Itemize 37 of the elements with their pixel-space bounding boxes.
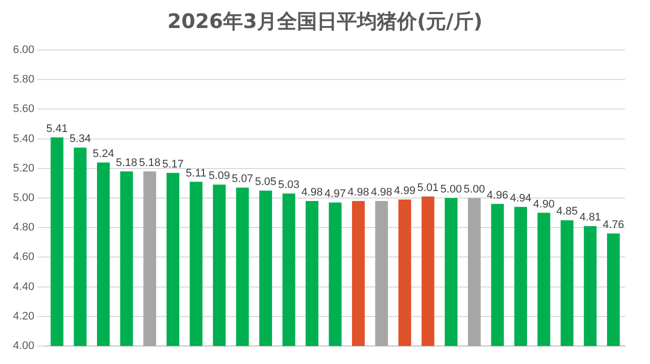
y-tick-label: 4.20 bbox=[12, 310, 34, 322]
data-label: 5.03 bbox=[278, 179, 300, 192]
y-tick-label: 5.40 bbox=[12, 132, 34, 145]
data-label: 4.85 bbox=[556, 206, 578, 218]
chart-title: 2026年3月全国日平均猪价(元/斤) bbox=[166, 8, 484, 35]
y-tick-label: 5.00 bbox=[12, 192, 34, 204]
y-tick-label: 4.80 bbox=[12, 222, 34, 234]
data-label: 5.18 bbox=[139, 156, 160, 169]
data-label: 5.24 bbox=[92, 148, 114, 160]
data-label: 5.01 bbox=[417, 182, 439, 194]
data-label: 5.41 bbox=[46, 122, 68, 135]
data-label: 4.99 bbox=[394, 185, 416, 198]
data-label: 5.05 bbox=[254, 176, 276, 188]
data-label: 4.98 bbox=[301, 186, 323, 198]
data-label: 5.00 bbox=[440, 184, 462, 196]
y-tick-label: 5.60 bbox=[12, 103, 34, 116]
y-tick-label: 6.00 bbox=[12, 44, 34, 56]
data-label: 5.00 bbox=[464, 184, 486, 196]
y-tick-label: 5.20 bbox=[12, 162, 34, 174]
data-label: 4.98 bbox=[370, 186, 392, 198]
data-label: 4.94 bbox=[510, 192, 532, 204]
y-tick-label: 5.80 bbox=[12, 74, 34, 86]
data-label: 5.09 bbox=[208, 170, 230, 182]
data-label: 5.17 bbox=[162, 158, 184, 170]
data-label: 5.07 bbox=[232, 173, 254, 186]
data-label: 4.76 bbox=[602, 219, 624, 232]
data-label: 4.81 bbox=[580, 212, 601, 224]
data-label: 4.90 bbox=[533, 198, 555, 210]
data-label: 4.96 bbox=[486, 189, 508, 202]
data-label: 4.97 bbox=[324, 188, 346, 200]
y-tick-label: 4.60 bbox=[12, 251, 34, 264]
y-tick-label: 4.40 bbox=[12, 280, 34, 293]
data-label: 5.34 bbox=[69, 133, 91, 146]
data-label: 5.11 bbox=[186, 167, 206, 180]
y-tick-label: 4.00 bbox=[12, 340, 34, 352]
data-label: 5.18 bbox=[116, 156, 138, 169]
data-label: 4.98 bbox=[348, 186, 370, 198]
